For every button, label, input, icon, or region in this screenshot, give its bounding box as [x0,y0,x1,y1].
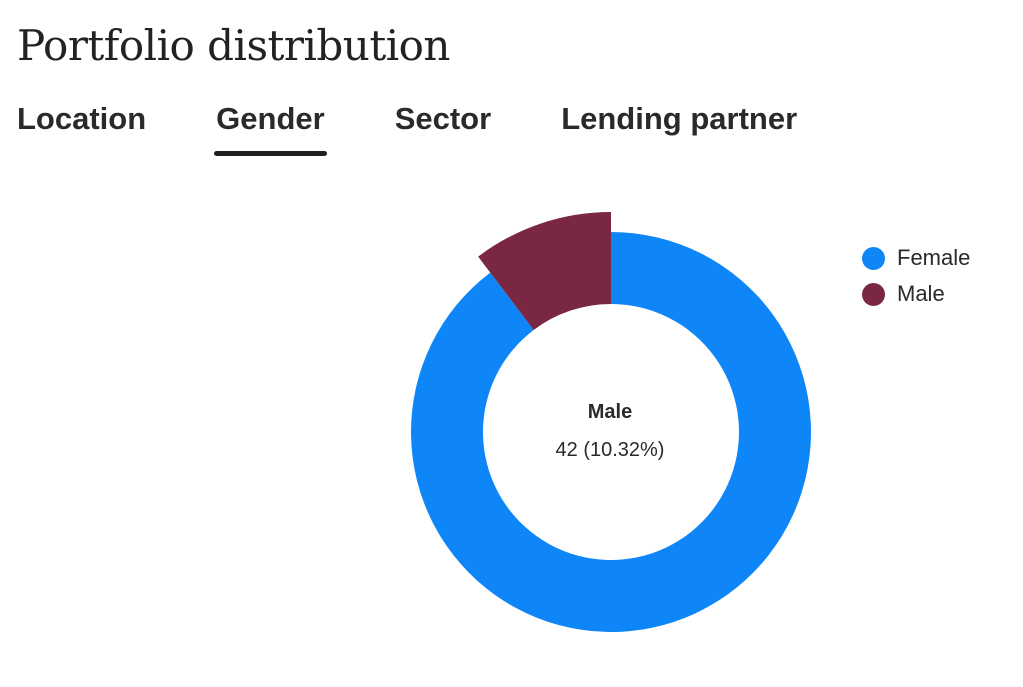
male-legend-dot [862,282,885,306]
tab-gender[interactable]: Gender [214,96,327,156]
page-title: Portfolio distribution [17,21,450,70]
tab-sector[interactable]: Sector [394,101,492,136]
donut-slice-male[interactable] [478,212,611,330]
legend-label-male: Male [897,281,945,306]
legend-item-male[interactable]: Male [862,276,970,312]
tab-lending-partner[interactable]: Lending partner [561,101,798,136]
donut-slice-female[interactable] [410,232,812,632]
chart-legend: Female Male [862,240,970,312]
female-legend-dot [862,246,885,270]
legend-label-female: Female [897,245,971,270]
legend-item-female[interactable]: Female [862,240,970,276]
distribution-tabs: Location Gender Sector Lending partner [17,96,867,160]
tab-location[interactable]: Location [17,101,147,136]
